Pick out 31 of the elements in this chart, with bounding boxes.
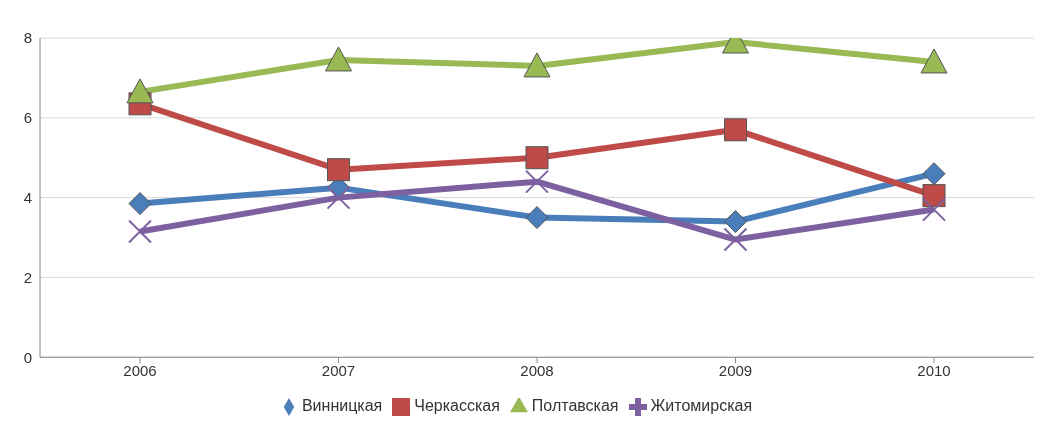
y-tick-label: 0: [23, 348, 32, 366]
point: [128, 219, 152, 244]
x-tick-label: 2006: [123, 361, 157, 379]
legend-label: Винницкая: [301, 397, 383, 415]
point: [724, 210, 747, 234]
legend-label: Житомирская: [650, 397, 753, 415]
point: [126, 78, 154, 104]
y-tick-label: 4: [23, 188, 32, 206]
point: [525, 206, 549, 230]
point: [325, 46, 352, 72]
point: [128, 192, 152, 216]
point: [922, 184, 946, 208]
y-tick-label: 2: [23, 268, 32, 286]
point: [922, 197, 946, 222]
point: [327, 158, 350, 182]
y-tick-label: 8: [23, 29, 32, 47]
point: [525, 146, 549, 170]
x-tick-label: 2010: [917, 361, 951, 379]
point: [326, 185, 351, 210]
x-tick-label: 2007: [321, 361, 356, 379]
point: [920, 48, 948, 74]
y-tick-label: 6: [23, 109, 32, 127]
legend-label: Полтавская: [531, 397, 619, 415]
point: [525, 169, 549, 194]
point: [523, 52, 551, 78]
point: [922, 162, 946, 186]
legend-label: Черкасская: [414, 397, 500, 415]
point: [723, 227, 748, 252]
x-tick-label: 2009: [718, 361, 753, 379]
x-tick-label: 2008: [520, 361, 554, 379]
point: [724, 118, 747, 142]
